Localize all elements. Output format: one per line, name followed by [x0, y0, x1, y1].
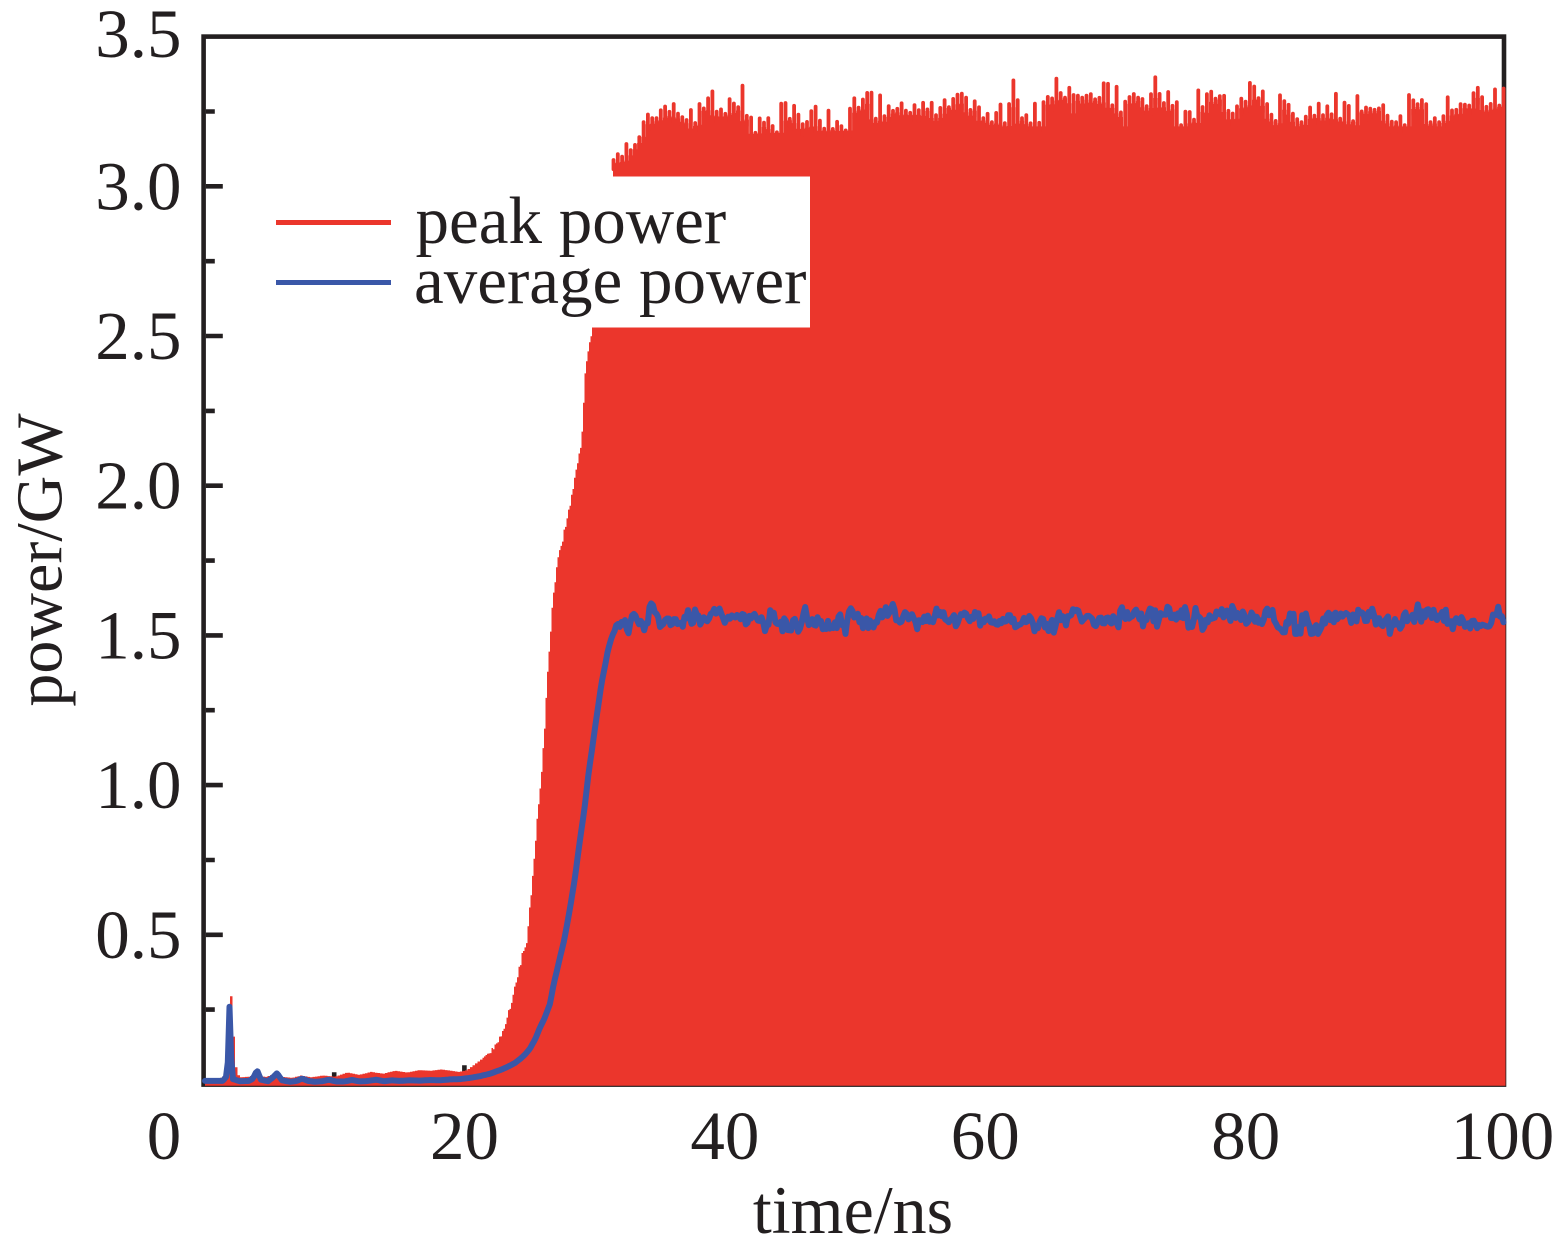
svg-text:1.5: 1.5	[95, 597, 181, 673]
svg-text:average power: average power	[414, 244, 806, 318]
svg-text:100: 100	[1451, 1098, 1555, 1174]
svg-text:2.0: 2.0	[95, 448, 181, 524]
svg-text:80: 80	[1211, 1098, 1280, 1174]
svg-text:3.0: 3.0	[95, 148, 181, 224]
svg-text:0: 0	[147, 1098, 182, 1174]
svg-text:40: 40	[690, 1098, 759, 1174]
svg-text:1.0: 1.0	[95, 747, 181, 823]
svg-text:20: 20	[430, 1098, 499, 1174]
svg-text:peak power: peak power	[416, 184, 727, 258]
svg-text:power/GW: power/GW	[4, 413, 77, 707]
svg-text:time/ns: time/ns	[753, 1172, 953, 1248]
svg-text:3.5: 3.5	[95, 0, 181, 72]
svg-text:60: 60	[951, 1098, 1020, 1174]
svg-text:2.5: 2.5	[95, 298, 181, 374]
svg-text:0.5: 0.5	[95, 897, 181, 973]
